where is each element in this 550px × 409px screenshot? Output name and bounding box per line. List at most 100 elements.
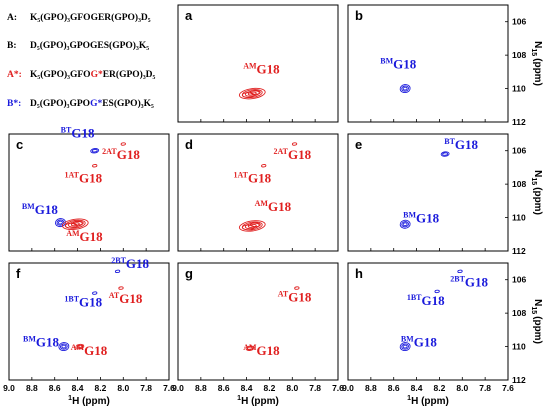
sequence-legend: A: K₅(GPO)₃GFOGER(GPO)₃D₅ B: D₅(GPO)₃GPOGES… [7,12,156,109]
legend-sequence: K₅(GPO)₃GFOGER(GPO)₃D₅ [30,12,151,23]
peak-contour [70,222,80,227]
legend-entry-A: A: K₅(GPO)₃GFOGER(GPO)₃D₅ [7,12,151,23]
y-tick-label: 110 [512,84,526,94]
x-tick-label: 8.2 [434,383,446,393]
peak-contour [245,345,255,351]
peak-contour [457,269,463,274]
peak-1AT-G18: 1ATG18 [233,164,272,185]
panel-a: a AMG18 [177,4,339,123]
peak-contour [76,344,83,349]
x-tick-label: 8.2 [95,383,107,393]
plot-frame [177,4,339,123]
peak-contour [61,218,89,230]
peak-label: BMG18 [401,335,438,350]
x-axis-label: 1H (ppm) [237,395,279,407]
peak-contour [294,286,300,290]
peak-contour [90,148,100,154]
peak-contour [75,343,85,350]
peak-contour [434,289,440,294]
x-tick-label: 7.6 [502,383,514,393]
x-tick-label: 9.0 [3,383,15,393]
peak-contour [402,344,408,349]
peak-contour [60,343,68,350]
x-tick-label: 8.6 [218,383,230,393]
peak-label: 1BTG18 [64,294,102,309]
peak-BM-G18: BMG18 [380,57,417,94]
y-axis-label: N15(ppm) [530,170,543,215]
peak-contour [401,221,409,228]
peak-contour [399,84,411,94]
peak-label: 1BTG18 [407,293,445,308]
peak-label: BMG18 [380,57,417,72]
panel-label: b [355,8,363,23]
peak-AM-G18: AMG18 [71,343,108,358]
peak-label: BTG18 [61,125,95,140]
peak-label: 2BTG18 [111,256,149,271]
peak-contour [241,92,255,98]
panel-label: c [16,137,23,152]
peak-contour [64,222,78,229]
x-tick-label: 8.8 [26,383,38,393]
peak-contour [238,87,266,100]
y-tick-label: 106 [512,146,526,156]
peak-AM-G18: AMG18 [238,199,292,232]
peak-contour [57,220,63,225]
plot-frame [8,133,170,252]
legend-key: A*: [7,70,22,80]
peak-AM-G18: AMG18 [61,218,103,244]
peak-contour [249,222,261,228]
peak-label: 2ATG18 [273,147,311,162]
peak-BM-G18: BMG18 [399,211,440,229]
peak-contour [241,224,255,231]
peak-label: AMG18 [71,343,108,358]
legend-entry-B: B: D₅(GPO)₃GPOGES(GPO)₃K₅ [7,40,149,51]
peak-2BT-G18: 2BTG18 [450,269,489,289]
peak-label: BMG18 [22,202,59,217]
peak-AM-G18: AMG18 [238,62,280,100]
x-tick-label: 8.6 [49,383,61,393]
y-tick-label: 106 [512,17,526,27]
peak-contour [402,86,408,91]
peak-contour [440,151,450,157]
x-tick-label: 8.4 [411,383,423,393]
legend-sequence: K₅(GPO)₃GFOG*ER(GPO)₃D₅ [30,69,156,80]
peak-label: AMG18 [243,62,280,77]
panel-label: a [185,8,193,23]
peak-BM-G18: BMG18 [399,335,438,352]
x-tick-label: 8.8 [195,383,207,393]
peak-contour [261,164,267,168]
y-tick-label: 110 [512,342,526,352]
x-tick-label: 8.4 [72,383,84,393]
plot-frame [347,262,509,381]
peak-contour [402,222,408,227]
panel-label: e [355,137,362,152]
x-tick-label: 8.0 [456,383,468,393]
plot-frame [347,133,509,252]
peak-label: 1ATG18 [64,170,102,185]
peak-contour [399,219,411,229]
peak-contour [118,286,124,290]
y-tick-label: 108 [512,179,526,189]
plot-frame [177,133,339,252]
peak-label: ATG18 [109,291,143,306]
peak-contour [61,344,67,349]
x-tick-label: 8.8 [365,383,377,393]
panel-label: d [185,137,193,152]
peak-AM-G18: AMG18 [243,343,280,358]
y-tick-label: 108 [512,308,526,318]
peak-label: AMG18 [66,229,103,244]
panel-f: f 9.0 8.8 8.6 8.4 8.2 8.0 7.8 7.6 1H (ppm) 2BTG18 A… [3,256,175,407]
panel-label: g [185,266,193,281]
panel-label: f [16,266,21,281]
peak-1BT-G18: 1BTG18 [407,289,445,308]
x-tick-label: 7.8 [309,383,321,393]
x-tick-label: 7.8 [479,383,491,393]
peak-contour [247,346,253,350]
x-tick-label: 8.0 [286,383,298,393]
x-tick-label: 7.6 [163,383,175,393]
x-tick-label: 8.0 [117,383,129,393]
peak-label: ATG18 [278,289,312,304]
peak-1BT-G18: 1BTG18 [64,291,103,309]
